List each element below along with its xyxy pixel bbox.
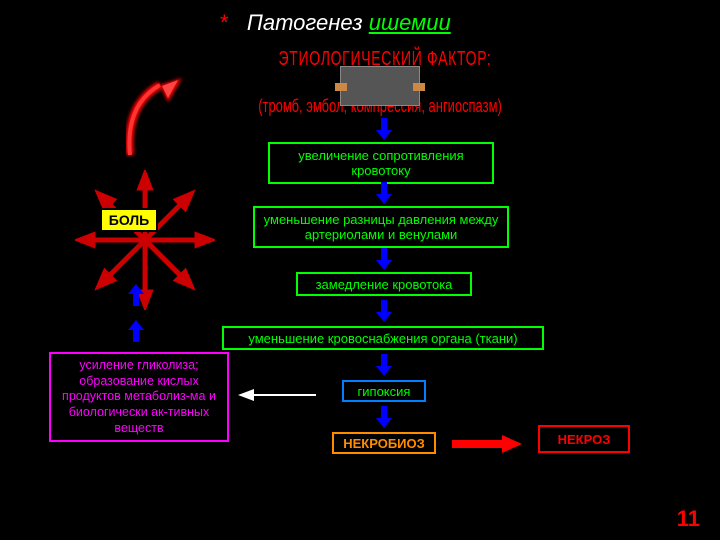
box-glycolysis: усиление гликолиза; образование кислых п… [49,352,229,442]
arrow-down-icon [376,354,392,380]
box-pressure-text: уменьшение разницы давления между артери… [263,212,499,242]
arrow-down-icon [376,248,392,274]
center-graphic [340,66,420,106]
arrow-up-blue-icon [128,284,144,310]
red-star-icon [75,170,215,315]
arrow-down-icon [376,182,392,208]
box-slowing-text: замедление кровотока [316,277,453,292]
box-slowing: замедление кровотока [296,272,472,296]
red-curve-arrow-icon [110,60,200,175]
arrow-down-icon [376,118,392,144]
title-asterisk: * [220,10,229,35]
box-hypoxia-text: гипоксия [358,384,411,399]
title-part1: Патогенез [247,10,363,35]
page-number: 11 [677,506,700,532]
box-necrobiosis-text: НЕКРОБИОЗ [343,436,425,451]
title-part2: ишемии [369,10,451,35]
arrow-down-icon [376,300,392,326]
box-necrosis: НЕКРОЗ [538,425,630,453]
box-supply: уменьшение кровоснабжения органа (ткани) [222,326,544,350]
pain-label: БОЛЬ [109,212,150,228]
arrow-up-blue-icon [128,320,144,346]
arrow-left-white-icon [238,382,318,410]
box-pressure: уменьшение разницы давления между артери… [253,206,509,248]
box-hypoxia: гипоксия [342,380,426,402]
box-resistance-text: увеличение сопротивления кровотоку [278,148,484,178]
box-necrobiosis: НЕКРОБИОЗ [332,432,436,454]
arrow-down-icon [376,406,392,432]
box-glycolysis-text: усиление гликолиза; образование кислых п… [59,358,219,436]
box-necrosis-text: НЕКРОЗ [558,432,611,447]
main-title: * Патогенез ишемии [220,10,451,36]
arrow-right-red-icon [452,435,522,458]
box-resistance: увеличение сопротивления кровотоку [268,142,494,184]
pain-box: БОЛЬ [100,208,158,232]
box-supply-text: уменьшение кровоснабжения органа (ткани) [248,331,517,346]
